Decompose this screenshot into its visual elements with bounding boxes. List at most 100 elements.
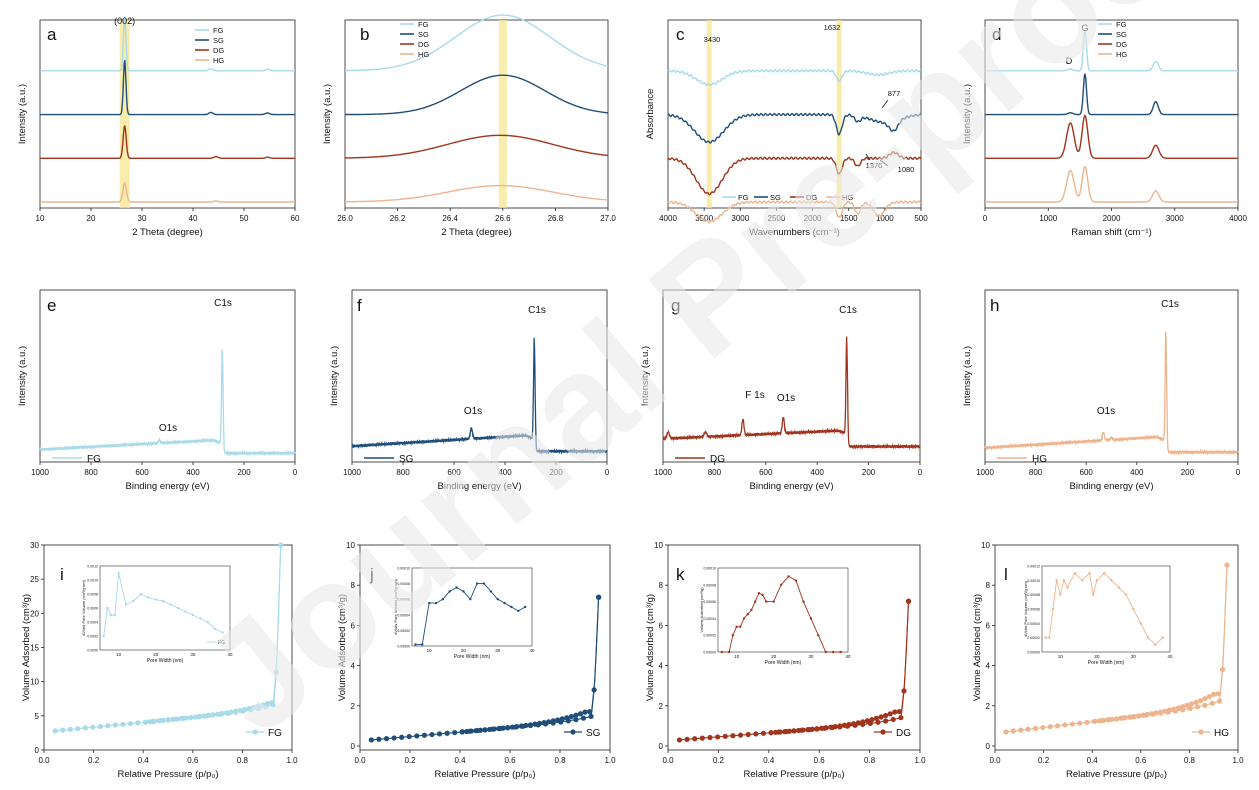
panel-letter-f: f	[357, 296, 362, 315]
panel-k: 0.0 0.2 0.4 0.6 0.8 1.0 Relative Pressure (p/p…	[645, 541, 926, 780]
legend-label-DG: DG	[418, 40, 429, 49]
x-tick-label: 60	[291, 214, 300, 223]
data-point	[452, 729, 458, 736]
x-axis-label: Binding energy (eV)	[438, 481, 522, 492]
inset-y-tick-label: 0.0004	[87, 621, 98, 625]
y-axis-label: Volume Adsorbed (cm³/g)	[645, 594, 656, 701]
data-point	[156, 718, 162, 724]
inset-y-tick-label: 0.00002	[397, 629, 410, 633]
inset-point	[176, 606, 180, 610]
inset-point	[113, 613, 117, 617]
data-point	[536, 720, 543, 727]
inset-y-tick-label: 0.00008	[703, 583, 716, 587]
data-point	[883, 712, 889, 719]
inset-point	[1062, 579, 1066, 582]
inset-point	[147, 596, 150, 599]
inset-y-tick-label: 0.00006	[1027, 608, 1040, 612]
x-tick-label: 400	[811, 468, 825, 477]
x-tick-label: 2500	[768, 214, 786, 223]
inset-point	[427, 601, 431, 605]
data-point	[196, 713, 203, 720]
y-tick-label: 10	[981, 541, 990, 550]
x-tick-label: 0.0	[989, 756, 1001, 765]
inset-point	[831, 650, 835, 654]
series-line-HG	[985, 165, 1238, 203]
data-point	[737, 732, 744, 738]
data-point	[1211, 691, 1217, 697]
data-point	[901, 688, 907, 694]
data-point	[1127, 714, 1133, 720]
inset-point	[1044, 636, 1047, 639]
y-axis-label: Volume Adsorbed (cm³/g)	[337, 594, 348, 701]
data-point	[892, 709, 898, 715]
panel-letter-g: g	[671, 296, 680, 315]
data-point	[878, 714, 884, 720]
data-point	[586, 709, 593, 715]
data-point	[127, 720, 134, 727]
data-point	[210, 712, 216, 718]
inset-point	[414, 643, 417, 646]
y-axis-label: Volume Adsorbed (cm³/g)	[972, 594, 983, 701]
inset-legend-label: FG	[218, 640, 225, 646]
y-tick-label: 10	[30, 678, 39, 687]
x-tick-label: 0.2	[404, 756, 416, 765]
x-tick-label: 0	[605, 468, 610, 477]
data-point	[160, 717, 167, 723]
x-axis-label: 2 Theta (degree)	[132, 227, 203, 238]
data-point	[135, 720, 141, 726]
inset-point	[1102, 571, 1106, 575]
data-point	[486, 726, 493, 733]
data-point	[837, 723, 843, 729]
data-point	[251, 704, 257, 711]
legend-label-HG: HG	[418, 50, 429, 59]
arrow-877	[881, 99, 889, 109]
inset-y-tick-label: 0.00004	[397, 613, 410, 617]
data-point	[1054, 723, 1061, 729]
data-point	[391, 735, 397, 741]
inset-point	[191, 613, 195, 617]
x-tick-label: 1500	[840, 214, 858, 223]
data-point	[260, 702, 266, 708]
y-tick-label: 30	[30, 541, 39, 550]
panel-a: 10 20 30 40 50 60 2 Theta (degree) Intensity (a…	[17, 16, 300, 238]
panel-letter-k: k	[676, 565, 685, 584]
inset-point	[727, 650, 731, 654]
data-point	[147, 719, 153, 725]
inset-y-tick-label: 0.00004	[703, 617, 716, 621]
inset-y-label: dV/dw Pore Volume (cm³/g·nm)	[393, 578, 398, 634]
x-axis-label: Relative Pressure (p/p₀)	[1066, 769, 1167, 780]
inset-point	[1139, 622, 1142, 625]
xps-spectrum-FG	[39, 349, 296, 457]
data-point	[588, 713, 594, 719]
inset-point	[102, 634, 105, 638]
panel-c: 4000 3500 3000 2500 2000 1500 1000 500 Wavenumbe…	[645, 19, 928, 238]
inset-point	[154, 598, 157, 601]
y-tick-label: 4	[986, 662, 991, 671]
y-tick-label: 6	[986, 621, 991, 630]
data-point	[1202, 696, 1208, 702]
data-point	[875, 719, 881, 725]
data-point	[1166, 707, 1173, 713]
x-tick-label: 50	[240, 214, 249, 223]
inset-pore-line	[721, 575, 841, 653]
data-point	[97, 723, 103, 730]
plot-frame	[351, 289, 608, 463]
data-point	[1118, 715, 1124, 721]
data-point	[1003, 729, 1009, 735]
x-tick-label: 600	[1080, 468, 1094, 477]
x-tick-label: 0.4	[454, 756, 466, 765]
inset-point	[169, 603, 172, 606]
series-line-DG	[667, 150, 922, 196]
y-tick-label: 0	[35, 746, 40, 755]
inset-y-tick-label: 0.0000	[87, 649, 98, 653]
data-point	[468, 728, 474, 734]
series-line-FG	[985, 29, 1238, 72]
inset-x-tick-label: 30	[495, 648, 501, 653]
data-point	[828, 724, 834, 730]
legend-label-FG: FG	[418, 20, 429, 29]
legend-label-SG: SG	[770, 193, 781, 202]
inset-y-label: dV/dw Pore Volume (cm³/g·nm)	[81, 579, 86, 635]
inset-point	[489, 590, 493, 593]
data-point	[823, 725, 829, 731]
data-point	[809, 726, 815, 732]
